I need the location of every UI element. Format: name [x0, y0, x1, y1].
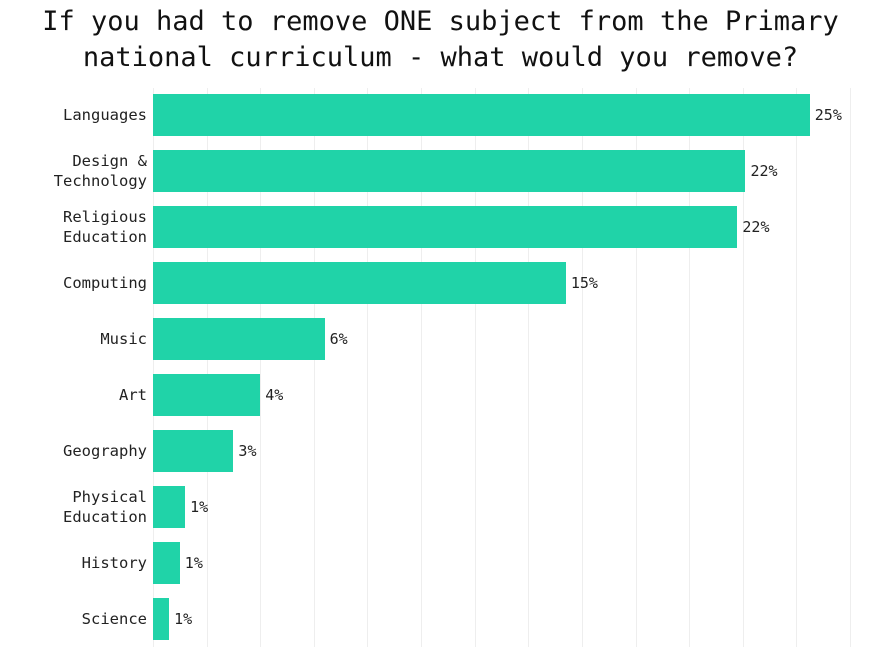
grid-line	[528, 88, 530, 647]
y-tick-label: Computing	[63, 274, 147, 292]
bar	[153, 206, 738, 248]
grid-line	[742, 88, 744, 647]
grid-line	[689, 88, 691, 647]
grid-line	[635, 88, 637, 647]
grid-line	[367, 88, 369, 647]
grid-line	[421, 88, 423, 647]
y-tick-label: Physical Education	[63, 488, 147, 526]
value-label: 1%	[184, 554, 203, 572]
grid-line	[850, 88, 851, 647]
grid-line	[474, 88, 476, 647]
bar	[153, 262, 566, 304]
grid-line	[153, 88, 154, 647]
grid-line	[581, 88, 583, 647]
value-label: 1%	[190, 498, 209, 516]
value-label: 15%	[570, 274, 598, 292]
bar	[153, 598, 170, 640]
y-tick-label: Languages	[63, 106, 147, 124]
y-tick-label: Science	[81, 610, 147, 628]
grid-line	[313, 88, 315, 647]
value-label: 1%	[174, 610, 193, 628]
bar	[153, 542, 180, 584]
y-tick-label: Religious Education	[63, 208, 147, 246]
y-tick-label: Design & Technology	[53, 152, 147, 190]
bar	[153, 150, 746, 192]
grid-line	[260, 88, 262, 647]
grid-line	[206, 88, 208, 647]
value-label: 22%	[742, 218, 770, 236]
y-tick-label: Geography	[63, 442, 147, 460]
value-label: 3%	[238, 442, 257, 460]
value-label: 22%	[750, 162, 778, 180]
bar	[153, 430, 234, 472]
y-tick-label: Art	[119, 386, 147, 404]
bar	[153, 374, 261, 416]
bar	[153, 94, 810, 136]
bar	[153, 318, 325, 360]
value-label: 4%	[265, 386, 284, 404]
grid-line	[796, 88, 798, 647]
value-label: 25%	[814, 106, 842, 124]
bar	[153, 486, 186, 528]
y-tick-label: History	[81, 554, 147, 572]
chart-title: If you had to remove ONE subject from th…	[42, 6, 839, 73]
y-tick-label: Music	[100, 330, 147, 348]
value-label: 6%	[329, 330, 348, 348]
